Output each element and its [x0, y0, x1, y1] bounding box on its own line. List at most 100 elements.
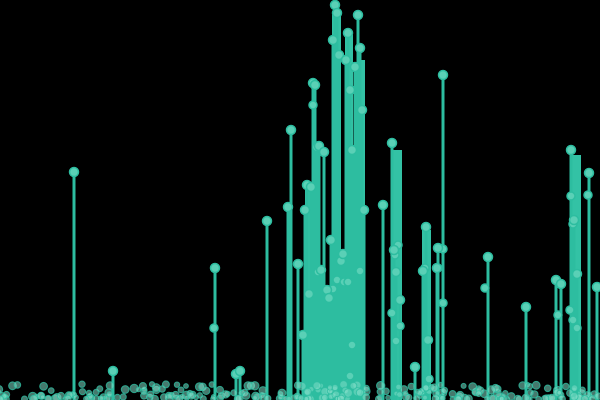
noise-dot: [210, 395, 217, 400]
noise-dot: [138, 382, 147, 391]
noise-dot: [39, 394, 46, 400]
peak-marker: [346, 144, 358, 156]
peak-marker: [422, 334, 434, 346]
noise-dot: [431, 394, 441, 400]
peak-marker: [285, 124, 297, 136]
peak-marker: [394, 294, 406, 306]
noise-dot: [562, 382, 570, 391]
peak-marker: [388, 244, 400, 256]
peak-marker: [409, 361, 421, 373]
noise-dot: [105, 381, 115, 391]
noise-dot: [422, 384, 430, 392]
noise-dot: [429, 383, 439, 393]
stem-marker: [438, 298, 448, 308]
noise-dot: [526, 389, 534, 397]
noise-dot: [78, 380, 86, 388]
peak-marker: [327, 34, 339, 46]
noise-dot: [202, 386, 211, 395]
stem-marker: [424, 374, 434, 384]
noise-dot: [78, 388, 87, 396]
noise-dot: [454, 395, 463, 400]
peak-marker: [432, 242, 444, 254]
peak-marker: [209, 262, 221, 274]
noise-dot: [29, 394, 39, 400]
noise-dot: [543, 384, 552, 393]
noise-dot: [440, 386, 449, 395]
stem-marker: [355, 266, 365, 276]
noise-dot: [396, 391, 403, 398]
noise-dot: [395, 383, 402, 391]
noise-dot: [13, 381, 22, 389]
noise-dot: [258, 386, 268, 395]
noise-dot: [83, 395, 90, 400]
stem-marker: [347, 340, 357, 350]
peak-marker: [325, 234, 337, 246]
peak-marker: [583, 167, 595, 179]
noise-dot: [96, 385, 104, 393]
peak-marker: [309, 79, 321, 91]
noise-dot: [160, 393, 168, 400]
peak-marker: [417, 265, 429, 277]
peak-marker: [565, 144, 577, 156]
noise-dot: [312, 381, 322, 391]
noise-dot: [362, 384, 370, 392]
noise-dot: [0, 385, 4, 394]
stem-marker: [395, 321, 405, 331]
peak-marker: [315, 264, 327, 276]
stem-marker: [572, 323, 582, 333]
stem-marker: [565, 305, 575, 315]
peak-marker: [340, 54, 352, 66]
noise-dot: [179, 393, 186, 400]
peak-marker: [333, 49, 345, 61]
noise-dot: [375, 395, 383, 400]
peak-marker: [337, 248, 349, 260]
peak-marker: [482, 251, 494, 263]
noise-dot: [404, 393, 413, 400]
noise-dot: [569, 391, 579, 400]
stem-marker: [568, 315, 578, 325]
noise-dot: [39, 381, 48, 391]
peak-marker: [68, 166, 80, 178]
noise-dot: [475, 390, 483, 398]
noise-dot: [361, 393, 370, 400]
peak-marker: [323, 292, 335, 304]
noise-dot: [570, 384, 579, 392]
stem-marker: [308, 100, 318, 110]
noise-dot: [416, 389, 424, 397]
noise-dot: [349, 381, 358, 390]
peak-marker: [282, 201, 294, 213]
noise-dot: [464, 394, 473, 400]
noise-dot: [588, 395, 597, 400]
peak-marker: [390, 266, 402, 278]
noise-dot: [230, 389, 238, 397]
noise-dot: [578, 386, 586, 394]
peak-marker: [107, 365, 119, 377]
noise-dot: [526, 382, 534, 390]
peak-marker: [386, 137, 398, 149]
stem-marker: [583, 190, 593, 200]
noise-dot: [556, 389, 563, 396]
peak-marker: [318, 146, 330, 158]
noise-dot: [85, 389, 93, 397]
noise-dot: [135, 386, 142, 393]
noise-dot: [0, 395, 5, 400]
noise-dot: [580, 395, 589, 400]
stem-marker: [209, 323, 219, 333]
noise-dot: [521, 393, 530, 400]
peak-marker: [352, 9, 364, 21]
noise-dot: [498, 395, 505, 400]
noise-dot: [422, 394, 428, 400]
noise-dot: [47, 387, 55, 395]
peak-marker: [305, 181, 317, 193]
noise-dot: [119, 393, 127, 400]
peak-marker: [431, 262, 443, 274]
peak-marker: [344, 84, 356, 96]
peak-marker: [555, 278, 567, 290]
peak-marker: [299, 204, 311, 216]
noise-dot: [547, 393, 557, 400]
noise-dot: [277, 388, 287, 398]
noise-dot: [208, 381, 216, 388]
noise-dot: [535, 395, 542, 400]
